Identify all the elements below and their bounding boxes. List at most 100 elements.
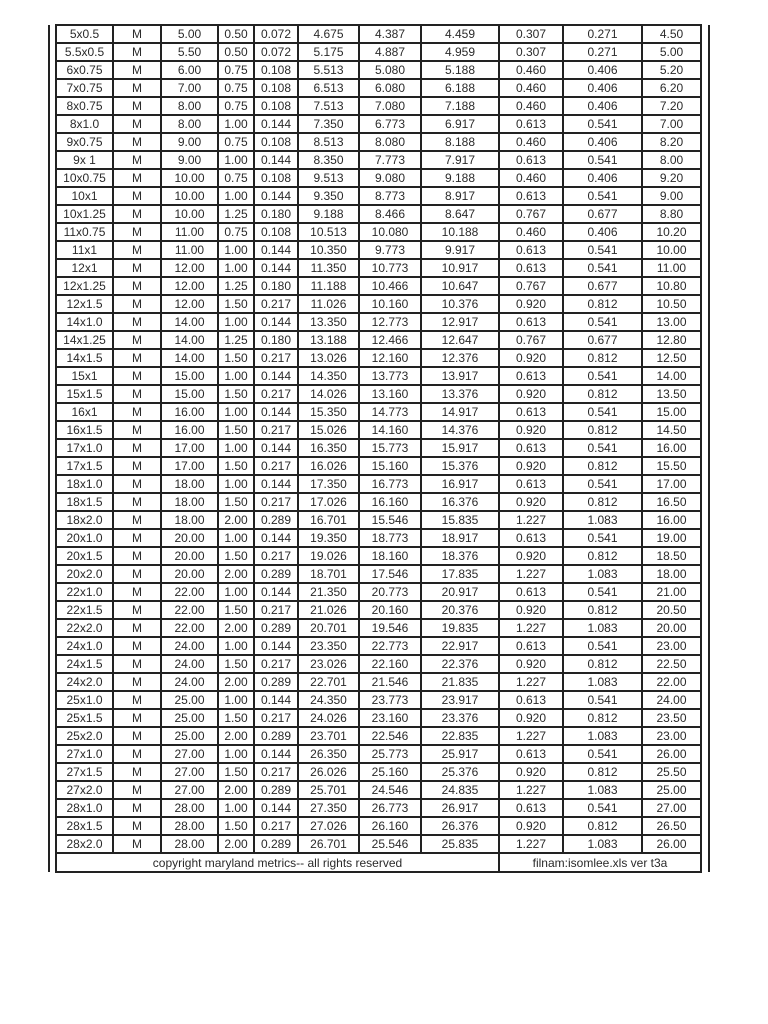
col-7-cell: 23.773 (358, 690, 422, 710)
thread-size-cell: 10x1.25 (55, 204, 114, 224)
col-10-cell: 0.406 (562, 78, 643, 98)
col-7-cell: 15.160 (358, 456, 422, 476)
col-5-cell: 0.144 (253, 744, 299, 764)
right-margin-cell (700, 853, 710, 872)
col-9-cell: 1.227 (498, 672, 564, 692)
thread-size-cell: 10x0.75 (55, 168, 114, 188)
col-6-cell: 26.026 (297, 762, 360, 782)
col-10-cell: 0.406 (562, 60, 643, 80)
thread-type-cell: M (112, 564, 162, 584)
left-margin-cell (48, 835, 57, 853)
col-7-cell: 16.160 (358, 492, 422, 512)
left-margin-cell (48, 187, 57, 205)
left-margin-cell (48, 295, 57, 313)
col-11-cell: 23.00 (641, 726, 702, 746)
nominal-diameter-cell: 9.00 (160, 150, 219, 170)
table-row: 12x1 M 12.00 1.00 0.144 11.350 10.773 10.917 0.6… (48, 258, 710, 278)
col-6-cell: 21.026 (297, 600, 360, 620)
col-7-cell: 6.773 (358, 114, 422, 134)
col-8-cell: 10.376 (420, 294, 500, 314)
col-7-cell: 13.160 (358, 384, 422, 404)
thread-size-cell: 15x1.5 (55, 384, 114, 404)
table-row: 11x1 M 11.00 1.00 0.144 10.350 9.773 9.917 0.613… (48, 240, 710, 260)
pitch-cell: 2.00 (217, 834, 255, 854)
col-5-cell: 0.144 (253, 582, 299, 602)
nominal-diameter-cell: 24.00 (160, 672, 219, 692)
col-11-cell: 15.00 (641, 402, 702, 422)
col-5-cell: 0.144 (253, 474, 299, 494)
col-10-cell: 1.083 (562, 726, 643, 746)
col-9-cell: 0.920 (498, 600, 564, 620)
thread-size-cell: 20x2.0 (55, 564, 114, 584)
col-10-cell: 0.541 (562, 582, 643, 602)
right-margin-cell (700, 169, 710, 187)
col-10-cell: 0.541 (562, 186, 643, 206)
thread-type-cell: M (112, 600, 162, 620)
table-row: 20x1.5 M 20.00 1.50 0.217 19.026 18.160 18.376 0… (48, 546, 710, 566)
thread-size-cell: 25x1.0 (55, 690, 114, 710)
col-11-cell: 20.50 (641, 600, 702, 620)
col-9-cell: 0.613 (498, 312, 564, 332)
col-11-cell: 15.50 (641, 456, 702, 476)
col-5-cell: 0.072 (253, 42, 299, 62)
thread-type-cell: M (112, 24, 162, 44)
thread-size-cell: 24x1.0 (55, 636, 114, 656)
right-margin-cell (700, 709, 710, 727)
table-row: 27x1.5 M 27.00 1.50 0.217 26.026 25.160 25.376 0… (48, 762, 710, 782)
col-11-cell: 8.80 (641, 204, 702, 224)
nominal-diameter-cell: 28.00 (160, 798, 219, 818)
col-7-cell: 10.773 (358, 258, 422, 278)
table-row: 14x1.0 M 14.00 1.00 0.144 13.350 12.773 12.917 0… (48, 312, 710, 332)
nominal-diameter-cell: 10.00 (160, 186, 219, 206)
thread-size-cell: 12x1.25 (55, 276, 114, 296)
col-11-cell: 22.50 (641, 654, 702, 674)
right-margin-cell (700, 457, 710, 475)
col-10-cell: 0.541 (562, 240, 643, 260)
right-margin-cell (700, 349, 710, 367)
col-6-cell: 6.513 (297, 78, 360, 98)
col-5-cell: 0.144 (253, 528, 299, 548)
col-5-cell: 0.289 (253, 726, 299, 746)
nominal-diameter-cell: 5.00 (160, 24, 219, 44)
thread-type-cell: M (112, 492, 162, 512)
thread-size-cell: 8x1.0 (55, 114, 114, 134)
col-9-cell: 0.613 (498, 744, 564, 764)
thread-size-cell: 22x1.0 (55, 582, 114, 602)
col-7-cell: 25.546 (358, 834, 422, 854)
col-8-cell: 25.376 (420, 762, 500, 782)
col-5-cell: 0.217 (253, 708, 299, 728)
table-row: 10x1.25 M 10.00 1.25 0.180 9.188 8.466 8.647 0.7… (48, 204, 710, 224)
thread-size-cell: 7x0.75 (55, 78, 114, 98)
right-margin-cell (700, 25, 710, 43)
table-row: 28x1.0 M 28.00 1.00 0.144 27.350 26.773 26.917 0… (48, 798, 710, 818)
col-8-cell: 7.188 (420, 96, 500, 116)
nominal-diameter-cell: 22.00 (160, 618, 219, 638)
col-9-cell: 0.920 (498, 384, 564, 404)
col-9-cell: 0.613 (498, 114, 564, 134)
col-11-cell: 17.00 (641, 474, 702, 494)
table-row: 16x1.5 M 16.00 1.50 0.217 15.026 14.160 14.376 0… (48, 420, 710, 440)
nominal-diameter-cell: 24.00 (160, 654, 219, 674)
col-11-cell: 8.20 (641, 132, 702, 152)
pitch-cell: 1.50 (217, 762, 255, 782)
col-6-cell: 10.350 (297, 240, 360, 260)
right-margin-cell (700, 745, 710, 763)
col-6-cell: 11.350 (297, 258, 360, 278)
col-11-cell: 22.00 (641, 672, 702, 692)
col-9-cell: 0.920 (498, 492, 564, 512)
right-margin-cell (700, 421, 710, 439)
pitch-cell: 1.50 (217, 600, 255, 620)
col-11-cell: 7.20 (641, 96, 702, 116)
col-8-cell: 25.835 (420, 834, 500, 854)
col-7-cell: 4.887 (358, 42, 422, 62)
col-7-cell: 26.773 (358, 798, 422, 818)
col-9-cell: 0.613 (498, 636, 564, 656)
col-10-cell: 0.406 (562, 132, 643, 152)
col-8-cell: 16.376 (420, 492, 500, 512)
thread-type-cell: M (112, 618, 162, 638)
left-margin-cell (48, 349, 57, 367)
col-7-cell: 26.160 (358, 816, 422, 836)
col-7-cell: 21.546 (358, 672, 422, 692)
right-margin-cell (700, 115, 710, 133)
col-9-cell: 0.613 (498, 798, 564, 818)
